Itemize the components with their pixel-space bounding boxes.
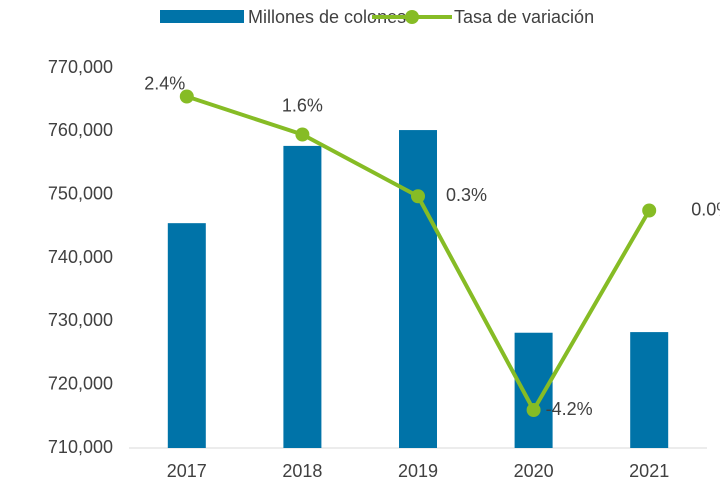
y-tick-label: 770,000 — [48, 57, 113, 77]
line-marker — [526, 403, 541, 417]
data-label: -4.2% — [546, 399, 593, 419]
y-tick-label: 760,000 — [48, 120, 113, 140]
line-marker — [295, 127, 310, 142]
x-tick-label: 2017 — [167, 461, 207, 481]
legend-marker — [405, 10, 419, 24]
x-tick-label: 2021 — [629, 461, 669, 481]
bar — [399, 130, 437, 449]
line-marker — [411, 189, 425, 204]
y-tick-label: 730,000 — [48, 310, 113, 330]
bar — [630, 332, 669, 448]
bar — [167, 223, 206, 448]
x-tick-label: 2019 — [398, 461, 438, 481]
data-label: 0.0% — [691, 199, 720, 219]
data-label: 1.6% — [282, 95, 323, 115]
y-tick-label: 710,000 — [48, 437, 113, 457]
y-tick-label: 750,000 — [48, 183, 113, 203]
data-label: 2.4% — [144, 73, 185, 93]
y-tick-label: 740,000 — [48, 247, 113, 267]
data-label: 0.3% — [446, 185, 487, 205]
legend-label: Tasa de variación — [454, 7, 594, 27]
line-marker — [179, 89, 194, 104]
bar — [283, 145, 322, 448]
legend-label: Millones de colones — [248, 7, 406, 27]
x-tick-label: 2020 — [514, 461, 554, 481]
legend-swatch — [160, 10, 244, 23]
y-tick-label: 720,000 — [48, 373, 113, 393]
x-tick-label: 2018 — [282, 461, 322, 481]
line-marker — [642, 203, 657, 218]
